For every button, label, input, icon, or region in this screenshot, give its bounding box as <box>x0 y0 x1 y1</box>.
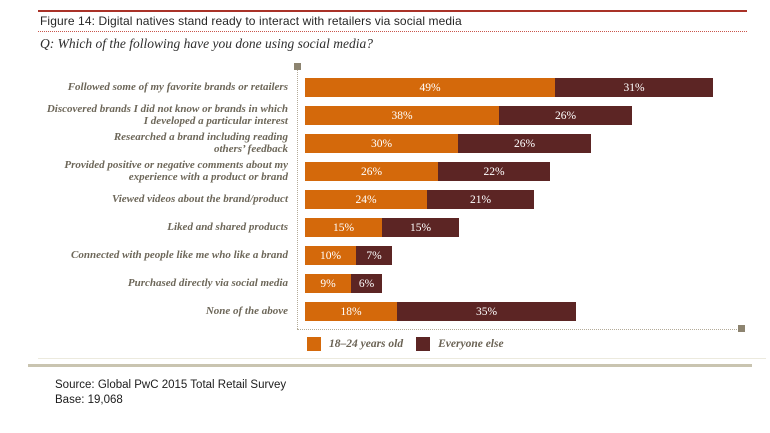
stacked-bar: 26% 22% <box>305 162 550 181</box>
chart-legend: 18–24 years old Everyone else <box>307 337 504 351</box>
stacked-bar: 9% 6% <box>305 274 382 293</box>
axis-line-vertical <box>297 70 298 329</box>
chart-row: Researched a brand including reading oth… <box>38 131 750 155</box>
bar-segment-18-24-years-old: 30% <box>305 134 458 153</box>
category-label: Followed some of my favorite brands or r… <box>67 80 288 93</box>
stacked-bar: 30% 26% <box>305 134 591 153</box>
chart-row: None of the above 18% 35% <box>38 302 750 321</box>
stacked-bar: 15% 15% <box>305 218 459 237</box>
title-divider <box>38 31 747 32</box>
source-line: Source: Global PwC 2015 Total Retail Sur… <box>55 379 287 391</box>
bar-segment-18-24-years-old: 49% <box>305 78 555 97</box>
category-label: Liked and shared products <box>167 220 288 233</box>
chart-row: Viewed videos about the brand/product 24%… <box>38 190 750 209</box>
axis-marker-bottom <box>738 325 745 332</box>
bar-segment-everyone-else: 35% <box>397 302 576 321</box>
bar-segment-everyone-else: 7% <box>356 246 392 265</box>
bar-segment-everyone-else: 22% <box>438 162 550 181</box>
stacked-bar: 10% 7% <box>305 246 392 265</box>
bar-segment-18-24-years-old: 38% <box>305 106 499 125</box>
footer-rule <box>28 364 752 367</box>
stacked-bar: 24% 21% <box>305 190 534 209</box>
bar-segment-18-24-years-old: 24% <box>305 190 427 209</box>
bar-segment-18-24-years-old: 9% <box>305 274 351 293</box>
bar-segment-18-24-years-old: 18% <box>305 302 397 321</box>
legend-swatch-maroon <box>416 337 431 351</box>
header-rule <box>38 10 747 12</box>
legend-item-18-24: 18–24 years old <box>307 337 403 351</box>
chart-row: Purchased directly via social media 9% 6% <box>38 274 750 293</box>
source-note: Source: Global PwC 2015 Total Retail Sur… <box>55 378 286 408</box>
category-label: Provided positive or negative comments a… <box>64 159 288 183</box>
bar-segment-everyone-else: 6% <box>351 274 382 293</box>
bar-segment-everyone-else: 31% <box>555 78 713 97</box>
bar-segment-18-24-years-old: 10% <box>305 246 356 265</box>
chart-row: Followed some of my favorite brands or r… <box>38 78 750 97</box>
chart-rows: Followed some of my favorite brands or r… <box>38 78 750 330</box>
figure-title: Figure 14: Digital natives stand ready t… <box>40 14 462 28</box>
bar-segment-18-24-years-old: 26% <box>305 162 438 181</box>
category-label: Purchased directly via social media <box>127 276 288 289</box>
stacked-bar: 49% 31% <box>305 78 713 97</box>
category-label: Researched a brand including reading oth… <box>113 131 288 155</box>
axis-line-horizontal <box>297 329 741 330</box>
footer-divider-faint <box>38 358 766 359</box>
legend-label: 18–24 years old <box>329 338 404 350</box>
stacked-bar-chart: Followed some of my favorite brands or r… <box>38 63 750 335</box>
base-line: Base: 19,068 <box>55 394 123 406</box>
legend-swatch-orange <box>307 337 321 351</box>
legend-label: Everyone else <box>438 338 504 350</box>
bar-segment-everyone-else: 21% <box>427 190 534 209</box>
category-label: Discovered brands I did not know or bran… <box>46 103 288 127</box>
chart-row: Provided positive or negative comments a… <box>38 159 750 183</box>
bar-segment-everyone-else: 26% <box>458 134 591 153</box>
axis-marker-top <box>294 63 301 70</box>
bar-segment-everyone-else: 15% <box>382 218 459 237</box>
category-label: None of the above <box>205 304 288 317</box>
chart-row: Liked and shared products 15% 15% <box>38 218 750 237</box>
bar-segment-18-24-years-old: 15% <box>305 218 382 237</box>
category-label: Viewed videos about the brand/product <box>111 192 288 205</box>
survey-question: Q: Which of the following have you done … <box>40 36 373 51</box>
chart-row: Connected with people like me who like a… <box>38 246 750 265</box>
category-label: Connected with people like me who like a… <box>71 248 288 261</box>
bar-segment-everyone-else: 26% <box>499 106 632 125</box>
chart-row: Discovered brands I did not know or bran… <box>38 103 750 127</box>
stacked-bar: 18% 35% <box>305 302 576 321</box>
stacked-bar: 38% 26% <box>305 106 632 125</box>
legend-item-everyone-else: Everyone else <box>416 337 504 351</box>
